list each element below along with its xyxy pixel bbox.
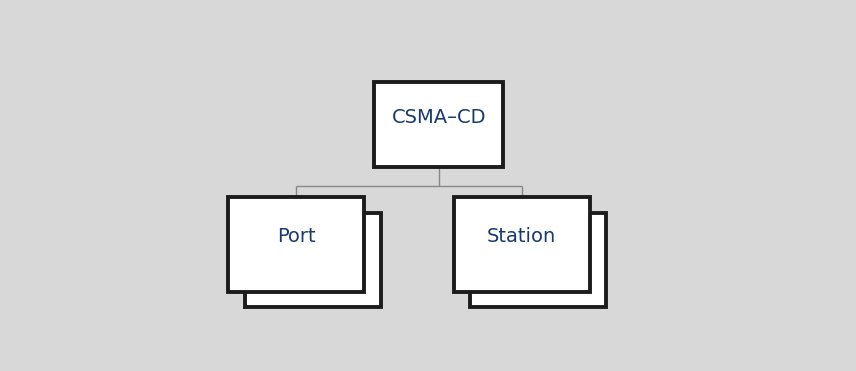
- Text: Port: Port: [276, 227, 315, 246]
- Bar: [245, 213, 381, 307]
- Bar: [374, 82, 503, 167]
- Bar: [228, 197, 364, 292]
- Bar: [470, 213, 606, 307]
- Bar: [454, 197, 590, 292]
- Text: CSMA–CD: CSMA–CD: [391, 108, 486, 127]
- Text: Station: Station: [487, 227, 556, 246]
